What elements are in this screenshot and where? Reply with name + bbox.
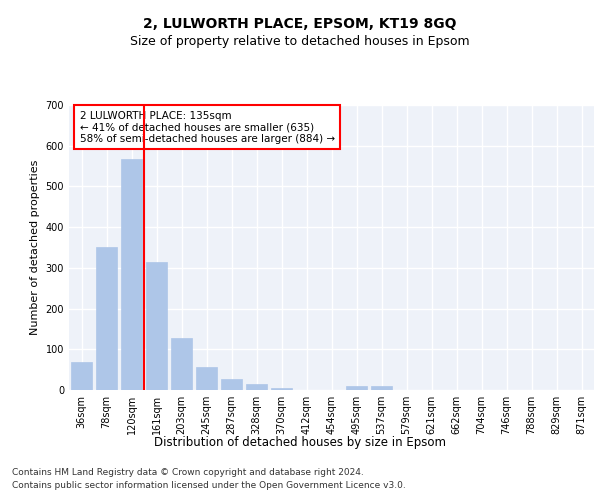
Text: Contains HM Land Registry data © Crown copyright and database right 2024.: Contains HM Land Registry data © Crown c… bbox=[12, 468, 364, 477]
Bar bbox=[96, 246, 117, 390]
Text: 2 LULWORTH PLACE: 135sqm
← 41% of detached houses are smaller (635)
58% of semi-: 2 LULWORTH PLACE: 135sqm ← 41% of detach… bbox=[79, 110, 335, 144]
Y-axis label: Number of detached properties: Number of detached properties bbox=[30, 160, 40, 335]
Bar bbox=[71, 362, 92, 390]
Bar bbox=[221, 379, 242, 390]
Bar bbox=[196, 367, 217, 390]
Text: Size of property relative to detached houses in Epsom: Size of property relative to detached ho… bbox=[130, 35, 470, 48]
Text: Contains public sector information licensed under the Open Government Licence v3: Contains public sector information licen… bbox=[12, 482, 406, 490]
Text: Distribution of detached houses by size in Epsom: Distribution of detached houses by size … bbox=[154, 436, 446, 449]
Bar bbox=[346, 386, 367, 390]
Bar bbox=[371, 386, 392, 390]
Bar bbox=[271, 388, 292, 390]
Bar bbox=[121, 158, 142, 390]
Bar bbox=[246, 384, 267, 390]
Text: 2, LULWORTH PLACE, EPSOM, KT19 8GQ: 2, LULWORTH PLACE, EPSOM, KT19 8GQ bbox=[143, 18, 457, 32]
Bar bbox=[146, 262, 167, 390]
Bar bbox=[171, 338, 192, 390]
